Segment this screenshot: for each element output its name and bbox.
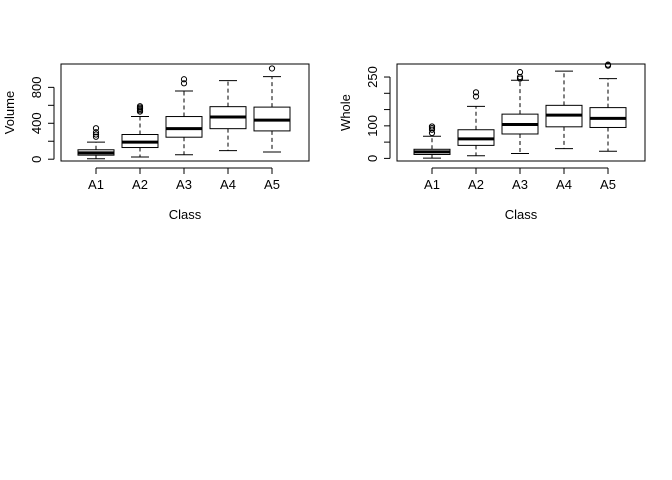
plot-frame	[60, 63, 310, 162]
outlier-point	[472, 89, 480, 96]
outlier-point	[516, 69, 524, 76]
box-A1	[77, 125, 115, 160]
x-tick-label: A2	[468, 177, 484, 192]
y-tick-label: 800	[29, 77, 44, 99]
outlier-point	[472, 93, 480, 100]
x-axis-title: Class	[505, 207, 538, 222]
outlier-point	[136, 103, 144, 110]
y-tick-label: 0	[365, 155, 380, 162]
box-A2	[457, 89, 495, 157]
y-tick-label: 0	[29, 156, 44, 163]
plot-frame	[396, 63, 646, 162]
box-A3	[165, 76, 203, 156]
x-tick-label: A4	[556, 177, 572, 192]
x-tick-label: A2	[132, 177, 148, 192]
boxplot-panel-2: 0 100 250 A1 A2 A3 A4 A5 Class Whole	[338, 61, 646, 222]
x-tick-label: A1	[424, 177, 440, 192]
y-axis-title: Whole	[338, 94, 353, 131]
outlier-point	[92, 129, 100, 136]
iqr-box	[165, 116, 203, 138]
boxplot-panel-1: 0 400 800 A1 A2 A3 A4 A5 Class Volume	[2, 63, 310, 222]
box-A1	[413, 123, 451, 159]
x-tick-label: A4	[220, 177, 236, 192]
y-tick-label: 100	[365, 115, 380, 137]
x-tick-label: A3	[512, 177, 528, 192]
box-A3	[501, 69, 539, 155]
x-tick-label: A5	[264, 177, 280, 192]
box-A5	[589, 61, 627, 152]
x-axis-title: Class	[169, 207, 202, 222]
box-A4	[209, 80, 247, 152]
box-A4	[545, 70, 583, 150]
box-A2	[121, 103, 159, 158]
outlier-point	[428, 123, 436, 130]
x-tick-label: A3	[176, 177, 192, 192]
outlier-point	[268, 65, 276, 72]
x-tick-label: A5	[600, 177, 616, 192]
outlier-point	[604, 61, 612, 68]
outlier-point	[180, 76, 188, 83]
y-tick-label: 400	[29, 112, 44, 134]
y-tick-label: 250	[365, 66, 380, 88]
box-A5	[253, 65, 291, 153]
outlier-point	[92, 133, 100, 140]
outlier-point	[92, 125, 100, 132]
outlier-point	[180, 80, 188, 87]
x-tick-label: A1	[88, 177, 104, 192]
outlier-point	[92, 131, 100, 138]
y-axis-title: Volume	[2, 91, 17, 134]
